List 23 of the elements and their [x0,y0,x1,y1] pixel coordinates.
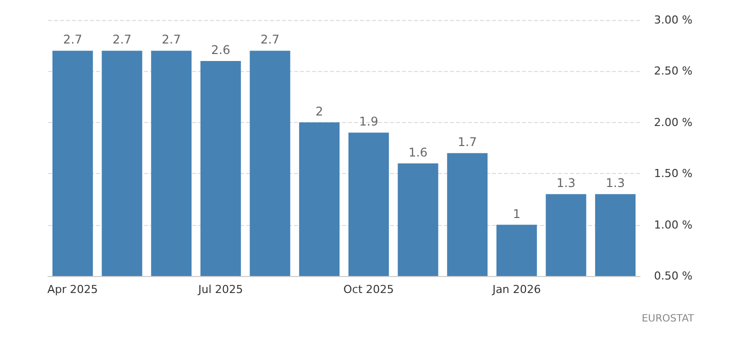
data-label: 1.6 [408,145,428,160]
data-label: 1.3 [556,176,576,190]
x-tick-label: Jan 2026 [491,283,541,296]
y-tick-label: 1.00 % [654,218,692,232]
text: EUROSTAT [642,314,695,324]
data-label: 2 [316,104,324,118]
data-label: 1 [512,206,520,221]
data-label: 1.7 [458,135,477,150]
x-tick-label: Oct 2025 [343,283,394,296]
y-tick-label: 1.50 % [654,167,692,180]
data-label: 2.7 [162,32,181,47]
x-tick-label: Jul 2025 [197,283,244,296]
data-label: 1.3 [606,176,625,190]
data-label: 2.6 [211,42,230,57]
data-label: 2.7 [112,32,132,47]
y-tick-label: 2.50 % [654,64,692,78]
data-label: 2.7 [63,32,82,47]
y-tick-label: 0.50 % [654,270,692,282]
y-tick-label: 3.00 % [654,14,692,26]
data-label: 1.9 [359,114,378,129]
x-tick-label: Apr 2025 [47,283,98,296]
y-tick-label: 2.00 % [654,116,692,129]
data-label: 2.7 [260,32,280,47]
